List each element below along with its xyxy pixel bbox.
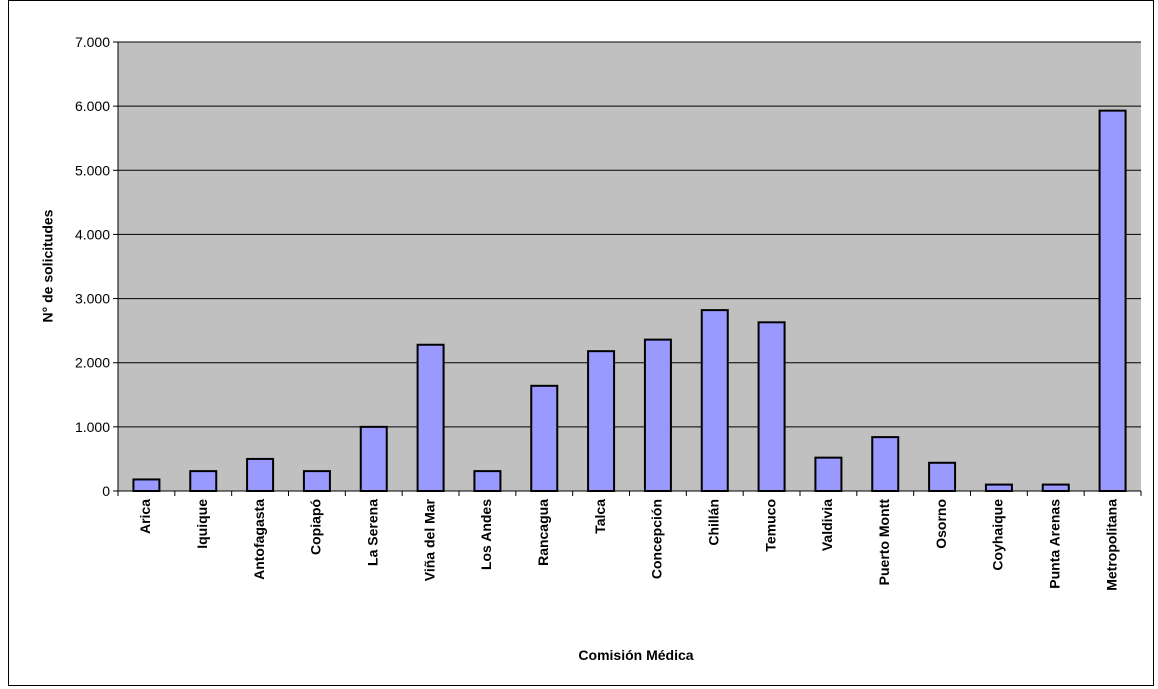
bar bbox=[700, 309, 729, 493]
bar bbox=[928, 461, 957, 492]
bar bbox=[359, 425, 388, 493]
y-tick-label: 1.000 bbox=[75, 419, 110, 435]
y-tick-label: 0 bbox=[102, 483, 110, 499]
x-tick-labels: Arica Iquique Antofagasta Copiapó La Serena V… bbox=[117, 491, 1142, 591]
bar bbox=[757, 321, 786, 492]
bar bbox=[473, 470, 502, 493]
y-tick-label: 4.000 bbox=[75, 226, 110, 242]
plot-area bbox=[118, 42, 1141, 491]
bar bbox=[1098, 109, 1127, 493]
bar bbox=[871, 436, 900, 492]
x-tick-label: Metropolitana bbox=[1103, 499, 1119, 591]
x-tick-label: Viña del Mar bbox=[421, 498, 437, 581]
y-tick-label: 2.000 bbox=[75, 355, 110, 371]
x-tick-label: Coyhaique bbox=[990, 499, 1006, 571]
x-tick-label: Rancagua bbox=[535, 499, 551, 566]
x-tick-label: Chillán bbox=[705, 499, 721, 546]
x-tick-label: Copiapó bbox=[308, 499, 324, 555]
bar bbox=[416, 343, 445, 492]
y-tick-label: 3.000 bbox=[75, 291, 110, 307]
x-tick-label: Iquique bbox=[194, 499, 210, 549]
bars bbox=[132, 109, 1127, 493]
x-tick-label: Los Andes bbox=[478, 499, 494, 570]
bar bbox=[814, 456, 843, 493]
y-tick-label: 6.000 bbox=[75, 98, 110, 114]
y-axis-title: N° de solicitudes bbox=[40, 209, 56, 322]
bar bbox=[643, 338, 672, 492]
y-tick-labels: 0 1.000 2.000 3.000 4.000 5.000 6.000 7.000 bbox=[75, 34, 118, 499]
x-tick-label: Concepción bbox=[649, 499, 665, 579]
x-tick-label: Valdivia bbox=[819, 499, 835, 551]
bar bbox=[530, 384, 559, 493]
x-tick-label: Talca bbox=[592, 499, 608, 534]
bar bbox=[1041, 483, 1070, 493]
bar bbox=[302, 470, 331, 493]
x-tick-label: Antofagasta bbox=[251, 499, 267, 580]
x-tick-label: Puerto Montt bbox=[876, 499, 892, 586]
y-tick-label: 5.000 bbox=[75, 162, 110, 178]
bar bbox=[132, 478, 161, 492]
bar bbox=[189, 470, 218, 493]
grid-lines bbox=[118, 41, 1141, 428]
x-axis-title: Comisión Médica bbox=[578, 647, 693, 663]
x-tick-label: La Serena bbox=[364, 499, 380, 566]
bar bbox=[587, 350, 616, 492]
y-tick-label: 7.000 bbox=[75, 34, 110, 50]
x-tick-label: Temuco bbox=[762, 499, 778, 552]
bar bbox=[246, 457, 275, 492]
x-tick-label: Arica bbox=[137, 499, 153, 534]
x-tick-label: Punta Arenas bbox=[1046, 499, 1062, 589]
bar bbox=[984, 483, 1013, 493]
x-tick-label: Osorno bbox=[933, 499, 949, 549]
